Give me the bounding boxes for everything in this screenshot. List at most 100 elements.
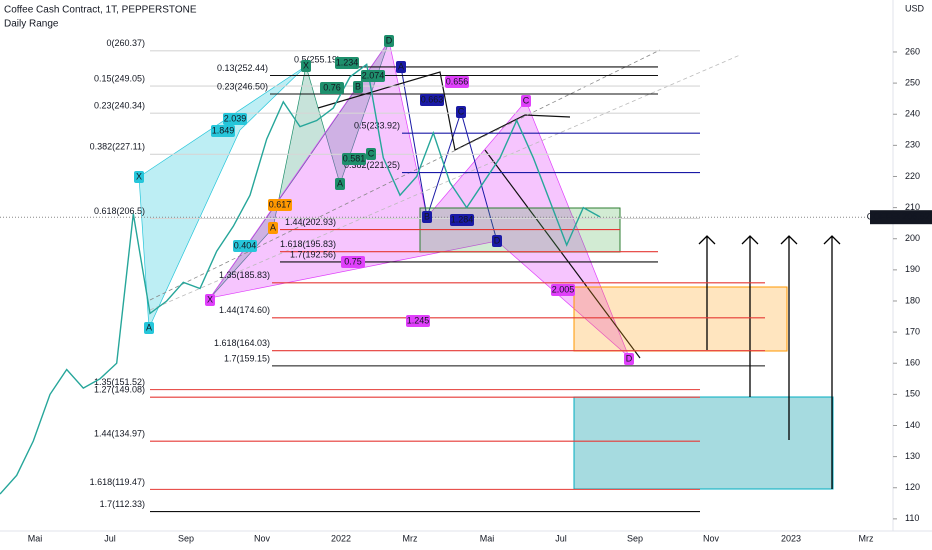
pattern-cyan [138, 65, 307, 329]
pattern-badge [521, 95, 531, 107]
pattern-badge [301, 60, 311, 72]
fib-label: 1.7(192.56) [290, 249, 336, 259]
fib-label: 1.44(134.97) [94, 429, 145, 439]
fib-label: 1.44(202.93) [285, 217, 336, 227]
pattern-label: 0.656 [446, 76, 469, 86]
pattern-badge [450, 214, 474, 226]
pattern-label: B [424, 211, 430, 221]
pattern-badge [341, 256, 365, 268]
arrow [741, 235, 759, 397]
pattern-badge [420, 94, 444, 106]
pattern-label: X [303, 60, 309, 70]
pattern-label: A [146, 322, 152, 332]
x-tick-label: Mai [28, 533, 43, 543]
y-tick-label: 170 [905, 326, 920, 336]
y-tick-label: 210 [905, 202, 920, 212]
arrow [823, 235, 841, 489]
pattern-badge [445, 76, 469, 88]
y-tick-label: 240 [905, 109, 920, 119]
chart-title: Coffee Cash Contract, 1T, PEPPERSTONE [4, 5, 197, 16]
pattern-label: C [523, 95, 530, 105]
chart-subtitle: Daily Range [4, 19, 59, 30]
y-tick-label: 120 [905, 482, 920, 492]
dashed-channel [149, 54, 741, 311]
arrows [698, 235, 841, 489]
fib-label: 1.44(174.60) [219, 305, 270, 315]
pattern-badge [205, 294, 215, 306]
pattern-label: A [337, 178, 343, 188]
pattern-label: 0.75 [344, 256, 362, 266]
pattern-badge [422, 211, 432, 223]
pattern-badge [492, 235, 502, 247]
x-tick-label: Sep [178, 533, 194, 543]
pattern-label: 1.849 [212, 125, 235, 135]
price-line [0, 63, 601, 495]
pattern-label: 0.404 [234, 240, 257, 250]
y-tick-label: 140 [905, 420, 920, 430]
pattern-label: 0.76 [323, 82, 341, 92]
black-pattern [317, 71, 571, 151]
fib-label: 0(260.37) [106, 38, 145, 48]
pattern-label: X [136, 171, 142, 181]
trend-line [484, 149, 641, 359]
pattern-label: 2.074 [362, 70, 385, 80]
pattern-label: 0.617 [269, 199, 292, 209]
pattern-badge [384, 35, 394, 47]
y-tick-label: 180 [905, 295, 920, 305]
fib-label: 0.382(227.11) [90, 142, 145, 152]
target-box-teal [573, 396, 834, 490]
fib-label: 1.618(164.03) [214, 338, 270, 348]
pattern-label: 0.581 [343, 153, 366, 163]
pattern-label: X [207, 294, 213, 304]
pattern-badge [134, 171, 144, 183]
pattern-badge [361, 70, 385, 82]
y-tick-label: 130 [905, 451, 920, 461]
x-tick-label: Mrz [859, 533, 874, 543]
y-tick-label: 250 [905, 77, 920, 87]
pattern-label: 0.663 [421, 94, 444, 104]
fib-label: 1.35(185.83) [219, 270, 270, 280]
pattern-badge [353, 81, 363, 93]
y-tick-label: 230 [905, 140, 920, 150]
pattern-label: D [626, 353, 633, 363]
x-tick-label: Mrz [403, 533, 418, 543]
drawings [138, 40, 841, 513]
fib-label: 1.35(151.52) [94, 377, 145, 387]
y-tick-label: 160 [905, 358, 920, 368]
pattern-label: A [270, 222, 276, 232]
y-tick-label: 260 [905, 46, 920, 56]
fib-label: 1.7(112.33) [100, 499, 145, 509]
pattern-badge [551, 284, 575, 296]
pattern-label: 2.005 [552, 284, 575, 294]
pattern-badge [396, 61, 406, 73]
pattern-badge [335, 57, 359, 69]
pattern-label: 2.039 [224, 113, 247, 123]
x-tick-label: Sep [627, 533, 643, 543]
arrow [698, 235, 716, 350]
pattern-badge [211, 125, 235, 137]
pattern-label: C [458, 106, 465, 116]
pattern-badge [366, 148, 376, 160]
symbol-box [870, 210, 900, 225]
y-tick-label: 150 [905, 389, 920, 399]
fib-label: 0.23(240.34) [94, 101, 145, 111]
fib-label: 0.13(252.44) [217, 63, 268, 73]
pattern-label: 1.234 [336, 57, 359, 67]
fib-label: 1.618(119.47) [90, 477, 145, 487]
pattern-label: B [355, 81, 361, 91]
pattern-badge [456, 106, 466, 118]
pattern-badge [268, 222, 278, 234]
symbol-label: COFFEE [867, 212, 904, 222]
x-tick-label: Jul [104, 533, 116, 543]
fib-label: 0.23(246.50) [217, 81, 268, 91]
pattern-badge [335, 178, 345, 190]
fib-label: 0.382(221.25) [344, 160, 400, 170]
fib-label: 0.15(249.05) [94, 73, 145, 83]
target-box-orange [573, 286, 788, 352]
fib-label: 1.27(149.08) [94, 385, 145, 395]
fib-label: 1.7(159.15) [224, 353, 270, 363]
fib-label: 0.618(206.5) [94, 206, 145, 216]
y-tick-label: 190 [905, 264, 920, 274]
